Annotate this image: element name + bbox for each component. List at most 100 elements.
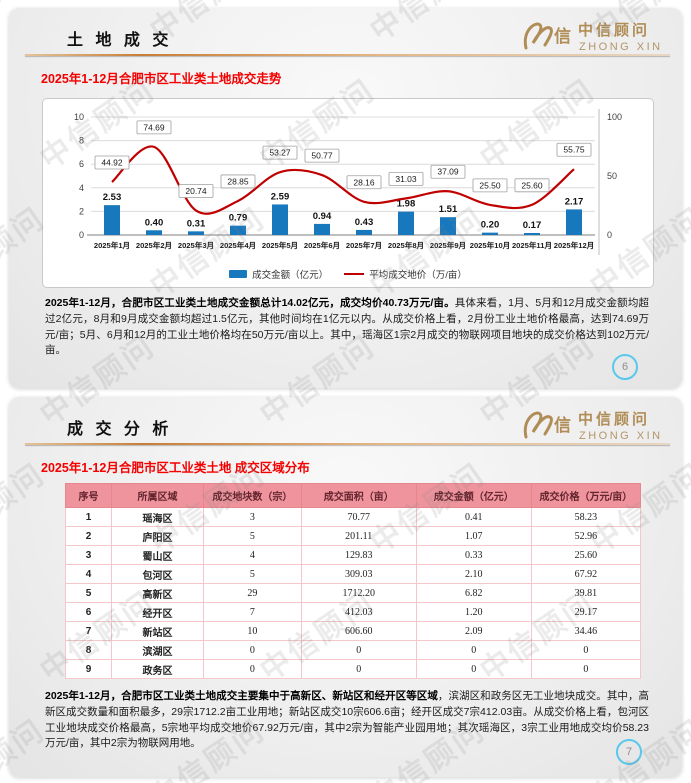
bar (104, 205, 120, 235)
table-cell: 58.23 (530, 507, 642, 527)
table-cell: 0.33 (415, 545, 532, 565)
x-axis-label: 2025年11月 (512, 240, 552, 250)
line-value-label: 53.27 (269, 148, 291, 158)
line-label-box (430, 164, 466, 179)
table-section-title: 2025年1-12月合肥市区工业类土地 成交区域分布 (41, 461, 310, 475)
line-value-label: 37.09 (437, 167, 459, 177)
page-number-badge: 6 (612, 354, 638, 380)
bar (356, 229, 372, 235)
table-cell: 蜀山区 (111, 545, 204, 565)
bar-value-label: 2.17 (565, 196, 584, 207)
trend-line (111, 145, 575, 215)
table-header-row: 序号 所属区域 成交地块数（宗） 成交面积（亩） 成交金额（亿元） 成交价格（万元/亩） (65, 483, 642, 508)
x-axis-label: 2025年6月 (304, 240, 340, 250)
table-cell: 10 (203, 621, 302, 641)
line-value-label: 28.16 (353, 177, 375, 187)
slide2-header-title: 成 交 分 析 (67, 421, 173, 438)
bar (398, 211, 414, 235)
bar-value-label: 0.94 (313, 211, 332, 222)
slide-page-1: 土 地 成 交 信 中信顾问 ZHONG XIN 2025年1-12月合肥市区工… (9, 8, 682, 388)
bar-value-label: 1.51 (439, 204, 458, 215)
bar (566, 209, 582, 235)
left-axis-tick-label: 8 (79, 136, 84, 146)
column-header: 序号 (65, 483, 112, 508)
line-label-box (472, 178, 508, 193)
column-header: 所属区域 (111, 483, 204, 508)
table-row: 1 瑶海区 3 70.77 0.41 58.23 (65, 507, 642, 527)
line-label-box (304, 148, 340, 163)
table-cell: 34.46 (530, 621, 642, 641)
chart-legend: 成交金额（亿元） 平均成交地价（万/亩） (43, 267, 653, 281)
table-cell: 7 (203, 602, 302, 622)
table-cell: 67.92 (530, 564, 642, 584)
table-cell: 129.83 (300, 545, 417, 565)
line-value-label: 20.74 (185, 186, 207, 196)
bar-value-label: 0.17 (523, 220, 542, 231)
table-row: 7 新站区 10 606.60 2.09 34.46 (65, 621, 642, 641)
table-cell: 7 (65, 621, 112, 641)
logo-name-cn: 中信顾问 (578, 410, 650, 428)
left-axis-tick-label: 0 (79, 230, 84, 240)
table-cell: 经开区 (111, 602, 204, 622)
table-cell: 412.03 (300, 602, 417, 622)
left-axis-tick-label: 4 (79, 183, 84, 193)
table-cell: 新站区 (111, 621, 204, 641)
table-cell: 滨湖区 (111, 640, 204, 660)
logo-name-en: ZHONG XIN (579, 41, 663, 53)
left-axis-tick-label: 2 (79, 206, 84, 216)
chart-section-title: 2025年1-12月合肥市区工业类土地成交走势 (41, 72, 282, 86)
left-axis-tick-label: 6 (79, 159, 84, 169)
legend-label: 成交金额（亿元） (252, 270, 329, 281)
table-cell: 606.60 (300, 621, 417, 641)
table-cell: 5 (65, 583, 112, 603)
table-cell: 0.41 (415, 507, 532, 527)
table-row: 6 经开区 7 412.03 1.20 29.17 (65, 602, 642, 622)
bar-value-label: 0.43 (355, 217, 374, 228)
table-cell: 0 (415, 640, 532, 660)
left-axis-tick-label: 10 (74, 112, 84, 122)
x-axis-label: 2025年7月 (346, 240, 382, 250)
line-label-box (388, 171, 424, 186)
table-row: 2 庐阳区 5 201.11 1.07 52.96 (65, 526, 642, 546)
header-divider (25, 443, 670, 445)
line-value-label: 28.85 (227, 176, 249, 186)
table-cell: 0 (203, 659, 302, 679)
line-label-box (220, 174, 256, 189)
bar-value-label: 0.20 (481, 220, 500, 231)
table-cell: 2.09 (415, 621, 532, 641)
header-divider (25, 54, 670, 56)
column-header: 成交面积（亩） (300, 483, 417, 508)
table-row: 3 蜀山区 4 129.83 0.33 25.60 (65, 545, 642, 565)
bar (314, 223, 330, 235)
bar (482, 232, 498, 235)
table-cell: 1712.20 (300, 583, 417, 603)
table-cell: 0 (530, 659, 642, 679)
x-axis-label: 2025年10月 (470, 240, 511, 250)
right-axis-tick-label: 100 (607, 112, 622, 122)
table-cell: 9 (65, 659, 112, 679)
table-cell: 39.81 (530, 583, 642, 603)
zhongxin-logo-icon: 信 中信顾问 ZHONG XIN (523, 410, 660, 442)
slide1-analysis-bold: 2025年1-12月，合肥市区工业类土地成交金额总计14.02亿元，成交均价40… (45, 297, 455, 309)
bar-value-label: 0.79 (229, 213, 248, 224)
line-value-label: 31.03 (395, 174, 417, 184)
line-label-box (514, 178, 550, 193)
table-cell: 201.11 (300, 526, 417, 546)
line-value-label: 44.92 (101, 157, 123, 167)
table-cell: 6.82 (415, 583, 532, 603)
table-cell: 4 (65, 564, 112, 584)
x-axis-label: 2025年9月 (430, 240, 466, 250)
table-cell: 3 (65, 545, 112, 565)
x-axis-label: 2025年4月 (220, 240, 256, 250)
table-cell: 0 (415, 659, 532, 679)
column-header: 成交地块数（宗） (203, 483, 302, 508)
table-cell: 庐阳区 (111, 526, 204, 546)
table-cell: 0 (300, 640, 417, 660)
bar (230, 225, 246, 235)
legend-item: 成交金额（亿元） (229, 267, 328, 281)
bar-value-label: 1.98 (397, 199, 416, 210)
table-cell: 0 (530, 640, 642, 660)
line-value-label: 25.50 (479, 180, 501, 190)
table-cell: 0 (203, 640, 302, 660)
